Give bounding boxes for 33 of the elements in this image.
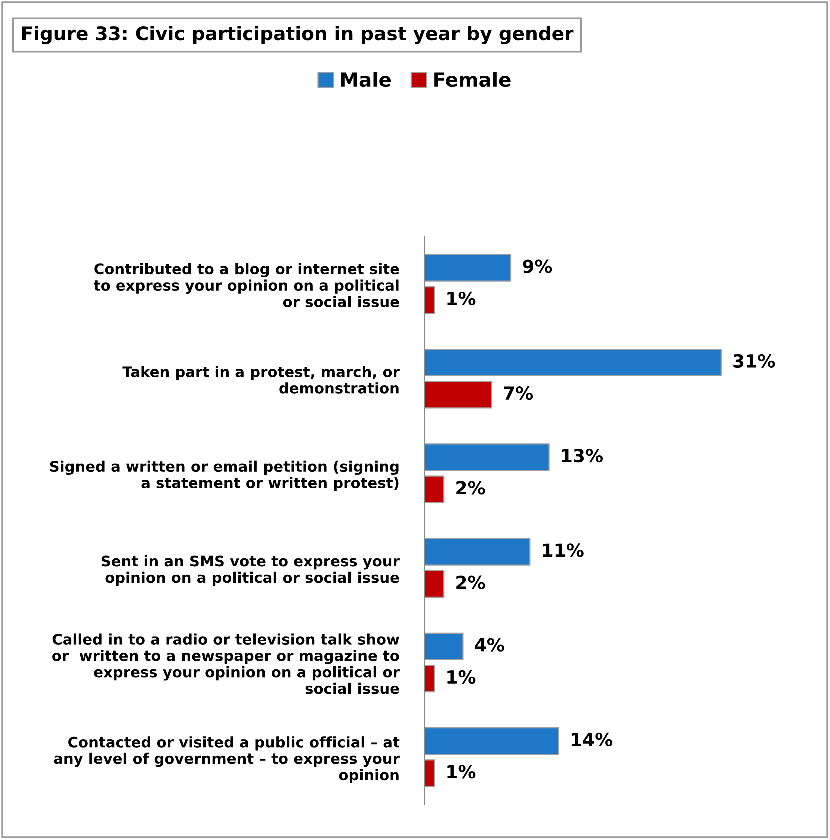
data-label: 11%: [543, 544, 584, 558]
y-tick-label: Sent in an SMS vote to express your opinion on a political or social issue: [102, 555, 400, 586]
y-tick-label: Signed a written or email petition (signing a statement or written protest): [50, 460, 399, 492]
data-label: 14%: [572, 732, 613, 747]
data-label: 2%: [456, 576, 486, 590]
data-label: 1%: [448, 292, 476, 306]
data-label: 7%: [504, 386, 534, 400]
data-label: 13%: [562, 448, 604, 463]
legend-label: Male: [341, 72, 392, 88]
bar: [424, 444, 550, 472]
legend-label: Female: [434, 72, 511, 88]
bar: [424, 348, 722, 377]
y-tick-label: Contributed to a blog or internet site to express your opinion on a political or social issue: [94, 263, 400, 308]
data-label: 1%: [448, 765, 476, 779]
data-label: 1%: [448, 670, 476, 684]
bar: [424, 476, 445, 504]
bar: [424, 760, 436, 788]
bar: [424, 632, 464, 660]
data-label: 2%: [456, 481, 486, 495]
bar: [424, 665, 436, 693]
bar: [424, 286, 436, 314]
bar: [424, 381, 492, 409]
data-label: 31%: [734, 354, 776, 368]
bar: [424, 570, 445, 598]
bar: [424, 538, 531, 566]
y-tick-label: Called in to a radio or television talk show or written to a newspaper or magazine to express your opinion on a political or social issue: [52, 634, 400, 694]
y-tick-label: Contacted or visited a public official – at any level of government – to express your opinion: [54, 736, 400, 784]
data-label: 4%: [475, 638, 504, 652]
bar: [424, 254, 512, 282]
bar: [424, 728, 560, 756]
chart-title: Figure 33: Civic participation in past year by gender: [22, 26, 574, 44]
data-label: 9%: [523, 260, 552, 274]
y-tick-label: Taken part in a protest, march, or demonstration: [122, 366, 400, 394]
